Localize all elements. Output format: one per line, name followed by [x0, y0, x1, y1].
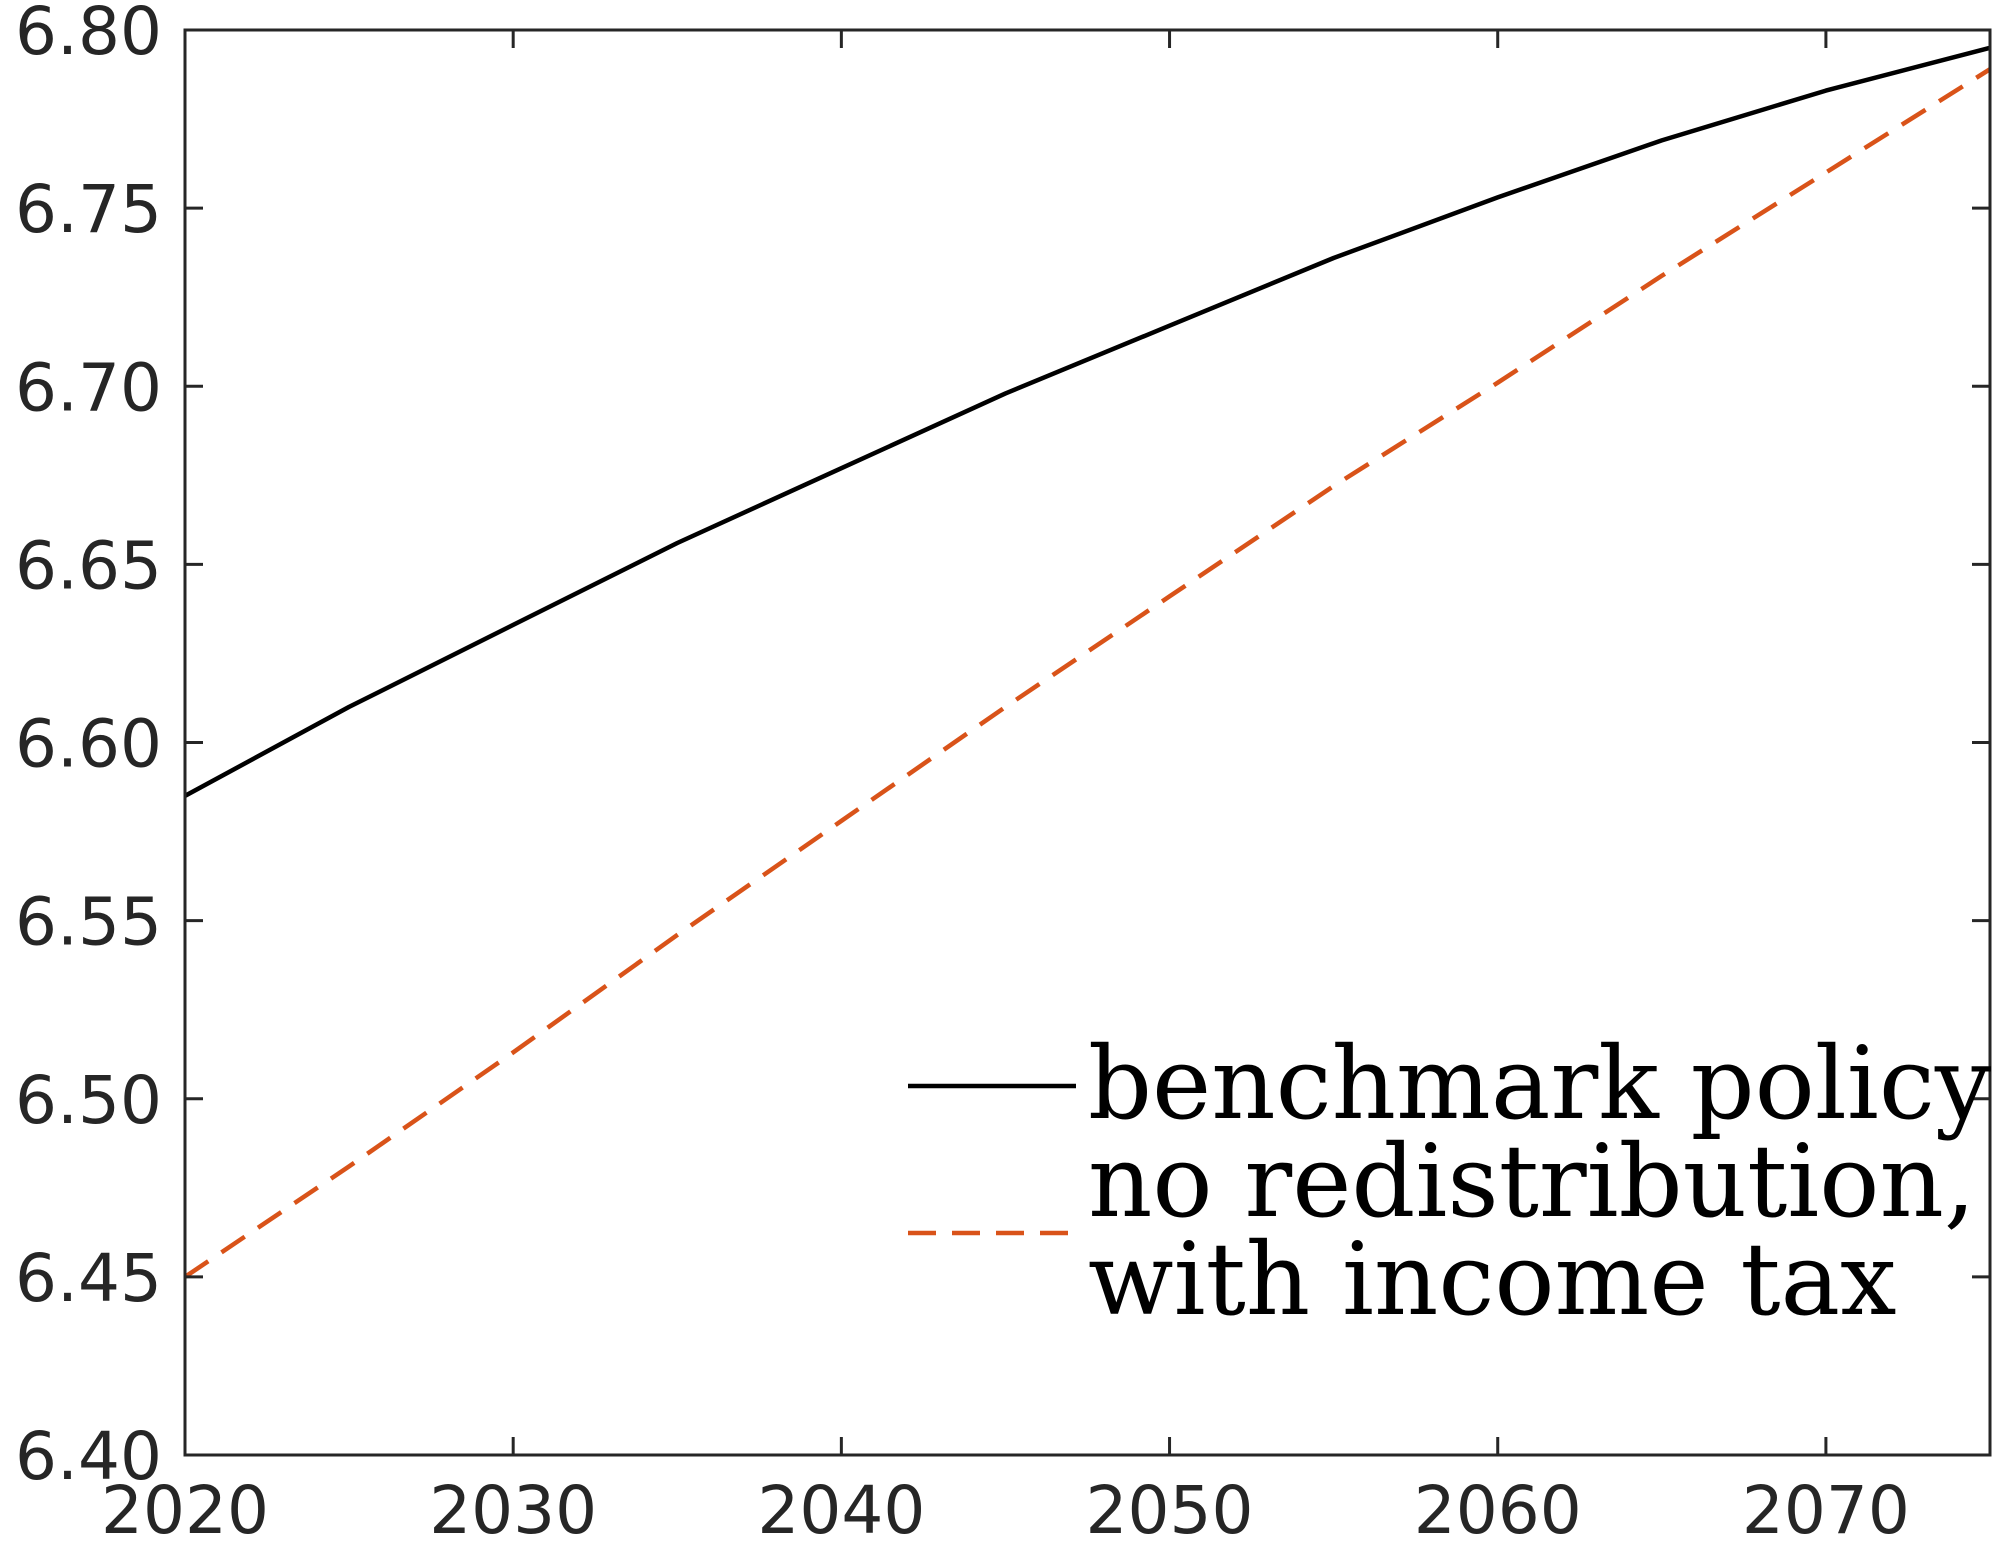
x-tick-label: 2030	[429, 1472, 597, 1549]
y-tick-label: 6.40	[15, 1418, 162, 1495]
ticks-layer	[183, 28, 1990, 1457]
x-tick-label: 2040	[757, 1472, 925, 1549]
series-layer	[183, 45, 1992, 1279]
legend-label-2: no redistribution,	[1088, 1123, 1976, 1240]
y-tick-label: 6.65	[15, 527, 162, 604]
x-tick-label: 2070	[1742, 1472, 1910, 1549]
legend-label-1: benchmark policy	[1088, 1025, 1992, 1142]
x-tick-label: 2050	[1086, 1472, 1254, 1549]
y-tick-label: 6.55	[15, 884, 162, 961]
y-tick-label: 6.70	[15, 349, 162, 426]
series-line-2	[183, 67, 1992, 1279]
y-tick-label: 6.80	[15, 0, 162, 70]
legend-label-2: with income tax	[1088, 1221, 1897, 1338]
y-tick-label: 6.75	[15, 171, 162, 248]
y-tick-labels: 6.40 6.45 6.50 6.55 6.60 6.65 6.70 6.75 6.80	[15, 0, 162, 1495]
y-tick-label: 6.50	[15, 1062, 162, 1139]
series-line-1	[183, 45, 1991, 798]
y-tick-label: 6.60	[15, 706, 162, 783]
x-tick-labels: 2020 2030 2040 2050 2060 2070	[101, 1472, 1910, 1549]
x-tick-label: 2020	[101, 1472, 269, 1549]
y-tick-label: 6.45	[15, 1240, 162, 1317]
x-tick-label: 2060	[1414, 1472, 1582, 1549]
